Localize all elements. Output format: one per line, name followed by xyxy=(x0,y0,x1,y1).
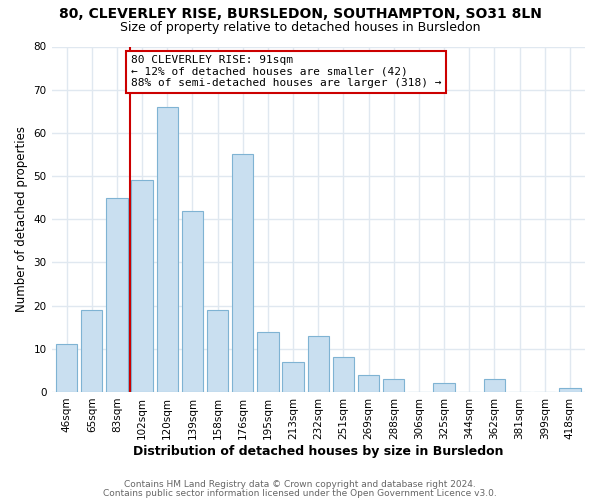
Bar xyxy=(182,210,203,392)
Bar xyxy=(106,198,128,392)
Text: 80 CLEVERLEY RISE: 91sqm
← 12% of detached houses are smaller (42)
88% of semi-d: 80 CLEVERLEY RISE: 91sqm ← 12% of detach… xyxy=(131,55,442,88)
Bar xyxy=(207,310,229,392)
Text: 80, CLEVERLEY RISE, BURSLEDON, SOUTHAMPTON, SO31 8LN: 80, CLEVERLEY RISE, BURSLEDON, SOUTHAMPT… xyxy=(59,8,541,22)
Bar xyxy=(232,154,253,392)
Text: Size of property relative to detached houses in Bursledon: Size of property relative to detached ho… xyxy=(120,21,480,34)
Bar xyxy=(383,379,404,392)
Bar xyxy=(484,379,505,392)
Bar xyxy=(131,180,153,392)
Bar xyxy=(283,362,304,392)
Bar xyxy=(433,384,455,392)
Bar xyxy=(333,358,354,392)
Bar xyxy=(81,310,103,392)
Bar xyxy=(157,107,178,392)
Text: Contains public sector information licensed under the Open Government Licence v3: Contains public sector information licen… xyxy=(103,488,497,498)
Bar xyxy=(358,374,379,392)
Bar xyxy=(56,344,77,392)
Bar xyxy=(257,332,278,392)
Bar xyxy=(559,388,581,392)
Y-axis label: Number of detached properties: Number of detached properties xyxy=(15,126,28,312)
Bar xyxy=(308,336,329,392)
X-axis label: Distribution of detached houses by size in Bursledon: Distribution of detached houses by size … xyxy=(133,444,503,458)
Text: Contains HM Land Registry data © Crown copyright and database right 2024.: Contains HM Land Registry data © Crown c… xyxy=(124,480,476,489)
